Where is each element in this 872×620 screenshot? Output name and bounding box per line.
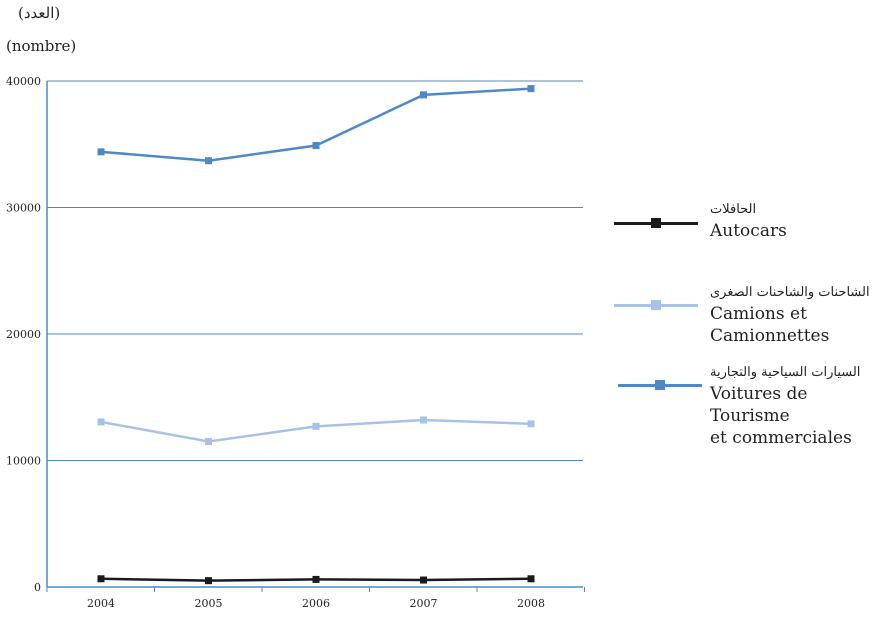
legend-label-autocars: الحافلات Autocars — [710, 200, 787, 242]
axes — [46, 81, 585, 592]
legend-swatch-autocars — [614, 213, 698, 233]
y-tick-label: 0 — [34, 581, 41, 594]
x-tick-label: 2008 — [517, 597, 545, 610]
legend-label-ar: الشاحنات والشاحنات الصغرى — [710, 285, 870, 300]
legend-label-fr-line2: et commerciales — [710, 428, 852, 448]
y-unit-label-arabic: (العدد) — [18, 4, 61, 22]
data-point — [205, 157, 212, 165]
data-point — [97, 418, 105, 426]
legend-swatch-camions — [614, 295, 698, 315]
legend-item-camions: الشاحنات والشاحنات الصغرى Camions et Cam… — [614, 283, 872, 363]
data-point — [527, 420, 535, 428]
y-tick-label: 40000 — [6, 75, 41, 88]
grid-lines — [47, 80, 583, 461]
data-point — [312, 422, 320, 430]
square-marker-icon — [651, 300, 661, 310]
legend-item-voitures: السيارات السياحية والتجارية Voitures de … — [614, 363, 872, 448]
y-tick-label: 20000 — [6, 328, 41, 341]
tick-labels: 0 10000 20000 30000 40000 2004 2005 2006 2007 200… — [6, 75, 545, 610]
x-tick-label: 2004 — [87, 597, 115, 610]
x-tick-label: 2007 — [410, 597, 438, 610]
legend-label-voitures: السيارات السياحية والتجارية Voitures de … — [710, 363, 872, 449]
legend-label-ar: السيارات السياحية والتجارية — [710, 365, 861, 380]
y-tick-label: 30000 — [6, 202, 41, 215]
y-unit-label-french: (nombre) — [6, 37, 77, 55]
legend-label-fr: Camions et Camionnettes — [710, 304, 830, 346]
legend-item-autocars: الحافلات Autocars — [614, 200, 872, 280]
data-point — [312, 142, 320, 150]
data-point — [97, 148, 105, 156]
series-line-0 — [100, 87, 532, 162]
data-point — [420, 576, 427, 584]
data-point — [420, 416, 427, 424]
data-point — [527, 575, 535, 583]
data-point — [527, 85, 535, 93]
series-lines — [97, 85, 535, 585]
x-tick-label: 2006 — [302, 597, 330, 610]
legend-label-ar: الحافلات — [710, 202, 757, 217]
legend-label-camions: الشاحنات والشاحنات الصغرى Camions et Cam… — [710, 283, 872, 347]
data-point — [205, 577, 212, 585]
legend-label-fr: Autocars — [710, 221, 787, 241]
legend-label-fr: Voitures de Tourisme — [710, 384, 808, 426]
data-point — [420, 91, 427, 99]
y-tick-label: 10000 — [6, 455, 41, 468]
data-point — [97, 575, 105, 583]
data-point — [205, 438, 212, 446]
data-point — [312, 575, 320, 583]
x-tick-label: 2005 — [195, 597, 223, 610]
legend-swatch-voitures — [618, 375, 702, 395]
square-marker-icon — [655, 380, 665, 390]
square-marker-icon — [651, 218, 661, 228]
